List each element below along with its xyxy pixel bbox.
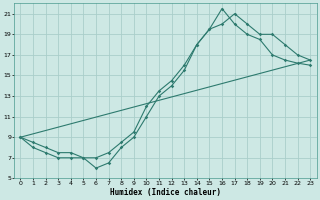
X-axis label: Humidex (Indice chaleur): Humidex (Indice chaleur) (110, 188, 221, 197)
